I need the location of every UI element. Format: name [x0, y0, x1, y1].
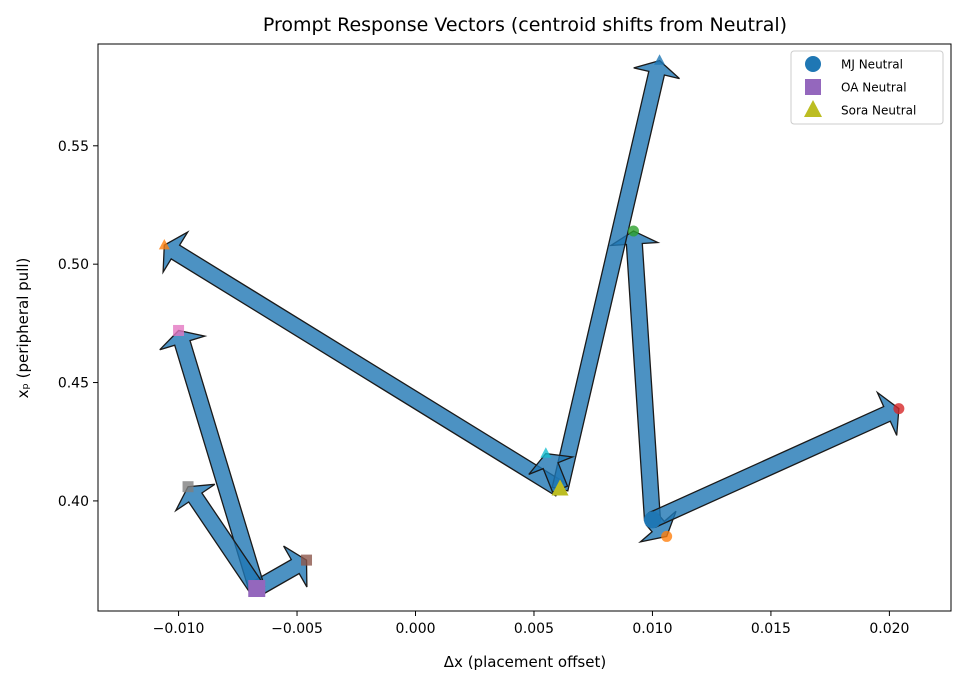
target-marker-1-3	[893, 403, 905, 415]
x-tick-label-7: 0.020	[869, 621, 909, 637]
x-tick-label-2: −0.005	[271, 621, 323, 637]
target-marker-2-1	[301, 554, 313, 566]
target-marker-1-1	[661, 530, 673, 542]
target-marker-3-3	[540, 447, 552, 458]
origin-marker-3	[551, 479, 569, 496]
target-marker-3-1	[158, 238, 170, 250]
x-tick-label-3: 0.000	[395, 621, 435, 637]
ticks-layer: −0.010 −0.005 0.000 0.005 0.010 0.015 0.020 0.4…	[58, 139, 910, 637]
legend-marker-2	[805, 79, 821, 95]
legend-marker-1	[805, 56, 821, 72]
arrow-1-3	[648, 390, 900, 528]
legend-label-3: Sora Neutral	[841, 104, 916, 118]
markers-layer	[158, 54, 905, 598]
origin-marker-1	[643, 511, 661, 529]
y-tick-label-2: 0.45	[58, 376, 89, 392]
plot-frame	[97, 43, 952, 612]
chart-title: Prompt Response Vectors (centroid shifts…	[263, 14, 787, 36]
y-tick-label-3: 0.50	[58, 257, 89, 273]
x-tick-label-4: 0.005	[514, 621, 554, 637]
arrow-3-2	[551, 59, 680, 492]
legend: MJ Neutral OA Neutral Sora Neutral	[790, 50, 944, 125]
y-tick-label-1: 0.40	[58, 494, 89, 510]
target-marker-3-2	[654, 54, 666, 65]
arrows-layer	[159, 59, 900, 597]
y-tick-label-4: 0.55	[58, 139, 89, 155]
target-marker-2-3	[182, 481, 194, 493]
x-tick-label-1: −0.010	[153, 621, 205, 637]
origin-marker-2	[248, 580, 266, 598]
x-tick-label-5: 0.010	[632, 621, 672, 637]
target-marker-1-2	[627, 225, 639, 237]
target-marker-2-2	[173, 324, 185, 336]
legend-marker-3	[804, 100, 822, 117]
arrow-3-1	[162, 230, 566, 497]
x-tick-label-6: 0.015	[751, 621, 791, 637]
y-axis-label: xₚ (peripheral pull)	[14, 258, 32, 399]
legend-label-2: OA Neutral	[841, 81, 907, 95]
x-axis-label: Δx (placement offset)	[444, 653, 606, 671]
legend-label-1: MJ Neutral	[841, 58, 903, 72]
arrow-2-2	[159, 329, 266, 592]
arrow-2-3	[174, 483, 265, 594]
legend-frame	[790, 50, 944, 125]
